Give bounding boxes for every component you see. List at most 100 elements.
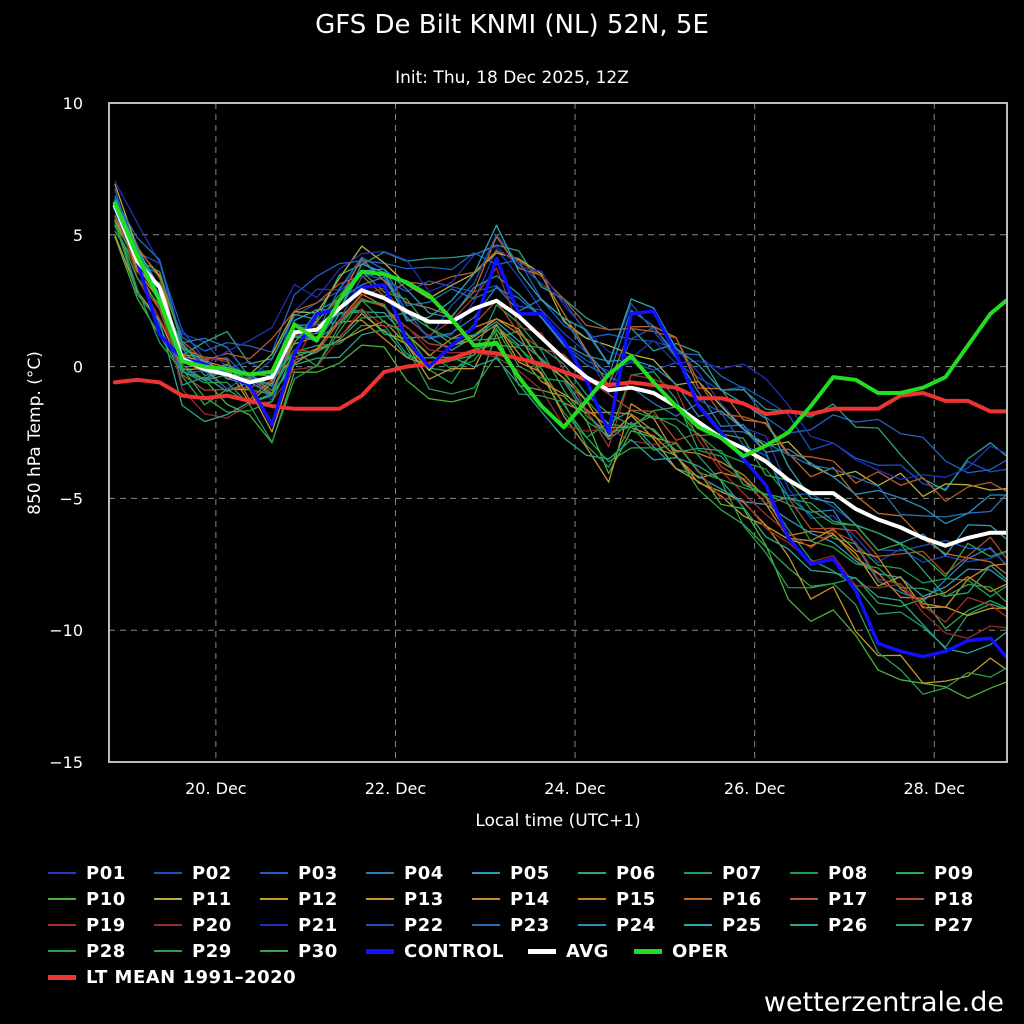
x-tick-labels: 20. Dec 22. Dec 24. Dec 26. Dec 28. Dec: [185, 779, 965, 798]
legend-swatch: [896, 924, 924, 926]
legend-swatch: [260, 924, 288, 926]
legend-item: P10: [48, 888, 154, 910]
legend-item: LT MEAN 1991–2020: [48, 966, 368, 988]
legend-swatch: [578, 924, 606, 926]
legend-item: P23: [472, 914, 578, 936]
ensemble-line-p14: [114, 201, 1007, 608]
legend-swatch: [578, 872, 606, 874]
x-axis-label: Local time (UTC+1): [475, 811, 640, 831]
legend-label: P05: [510, 862, 550, 884]
ensemble-line-p26: [114, 221, 1007, 654]
legend-item: P28: [48, 940, 154, 962]
legend-swatch: [790, 924, 818, 926]
legend-item: P02: [154, 862, 260, 884]
legend-swatch: [790, 872, 818, 874]
legend-item: P22: [366, 914, 472, 936]
legend-label: P18: [934, 888, 974, 910]
legend-item: P01: [48, 862, 154, 884]
y-tick-label: 5: [73, 226, 83, 245]
legend-label: P12: [298, 888, 338, 910]
plot-frame: [108, 102, 1008, 763]
series-line-lt-mean-1991-2020: [112, 348, 1009, 416]
legend-item: P04: [366, 862, 472, 884]
legend-swatch: [48, 898, 76, 900]
legend-swatch: [634, 948, 662, 954]
y-tick-label: −15: [49, 753, 83, 772]
chart-subtitle: Init: Thu, 18 Dec 2025, 12Z: [395, 68, 629, 88]
legend-swatch: [472, 872, 500, 874]
legend-label: P27: [934, 914, 974, 936]
y-tick-label: −10: [49, 621, 83, 640]
legend-label: P11: [192, 888, 232, 910]
legend-swatch: [154, 872, 182, 874]
legend-item: AVG: [528, 940, 634, 962]
legend-item: P07: [684, 862, 790, 884]
ensemble-line-p28: [114, 219, 1007, 695]
legend-label: P29: [192, 940, 232, 962]
legend-label: P17: [828, 888, 868, 910]
legend-item: P15: [578, 888, 684, 910]
legend-label: P10: [86, 888, 126, 910]
legend-label: P01: [86, 862, 126, 884]
legend-item: P14: [472, 888, 578, 910]
legend-swatch: [154, 924, 182, 926]
legend-swatch: [896, 898, 924, 900]
ensemble-line-p10: [114, 236, 1007, 700]
ensemble-line-p11: [114, 183, 1007, 498]
legend-swatch: [472, 898, 500, 900]
ensemble-lines: [114, 180, 1007, 700]
legend-label: P08: [828, 862, 868, 884]
legend-label: P02: [192, 862, 232, 884]
legend-item: P21: [260, 914, 366, 936]
legend-item: P16: [684, 888, 790, 910]
legend-item: P26: [790, 914, 896, 936]
legend-item: P03: [260, 862, 366, 884]
ensemble-line-p03: [114, 188, 1007, 474]
legend-label: P13: [404, 888, 444, 910]
watermark: wetterzentrale.de: [763, 987, 1004, 1018]
x-tick-label: 20. Dec: [185, 779, 247, 798]
legend-item: P20: [154, 914, 260, 936]
legend-label: P20: [192, 914, 232, 936]
legend-label: P04: [404, 862, 444, 884]
legend-label: P03: [298, 862, 338, 884]
ensemble-line-p21: [114, 180, 1007, 481]
legend-item: P09: [896, 862, 1002, 884]
y-axis-label: 850 hPa Temp. (°C): [25, 351, 45, 515]
legend-swatch: [154, 898, 182, 900]
legend-swatch: [472, 924, 500, 926]
legend-item: P13: [366, 888, 472, 910]
legend-label: CONTROL: [404, 940, 504, 962]
grid: [109, 103, 1007, 762]
legend-swatch: [684, 898, 712, 900]
legend-item: P24: [578, 914, 684, 936]
legend-swatch: [366, 948, 394, 954]
x-tick-label: 28. Dec: [904, 779, 966, 798]
legend-swatch: [684, 872, 712, 874]
legend-item: CONTROL: [366, 940, 528, 962]
legend-label: P19: [86, 914, 126, 936]
legend-swatch: [154, 950, 182, 952]
legend-item: P29: [154, 940, 260, 962]
ensemble-line-p16: [114, 214, 1007, 575]
legend: P01 P02 P03 P04 P05 P06 P07 P08 P09 P10 P11 P12 P13 P…: [48, 862, 1008, 988]
ensemble-line-p07: [114, 199, 1007, 648]
legend-swatch: [366, 898, 394, 900]
chart-svg: GFS De Bilt KNMI (NL) 52N, 5E Init: Thu,…: [25, 10, 1009, 831]
chart-title: GFS De Bilt KNMI (NL) 52N, 5E: [315, 10, 709, 40]
legend-label: P24: [616, 914, 656, 936]
ensemble-line-p13: [114, 234, 1007, 684]
legend-item: P05: [472, 862, 578, 884]
legend-label: P22: [404, 914, 444, 936]
ensemble-line-p29: [114, 224, 1007, 603]
legend-swatch: [790, 898, 818, 900]
legend-swatch: [684, 924, 712, 926]
legend-item: P30: [260, 940, 366, 962]
legend-item: P08: [790, 862, 896, 884]
legend-swatch: [48, 974, 76, 980]
series-line-oper: [112, 201, 1009, 459]
legend-label: OPER: [672, 940, 729, 962]
legend-swatch: [48, 924, 76, 926]
legend-label: P25: [722, 914, 762, 936]
legend-swatch: [528, 948, 556, 954]
